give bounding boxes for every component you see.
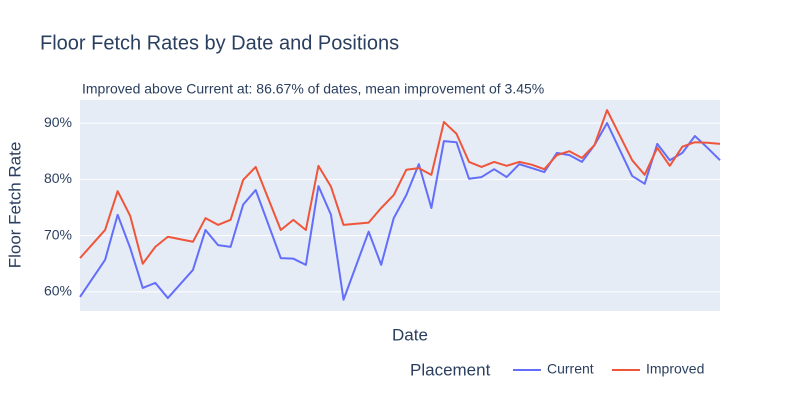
line xyxy=(79,122,721,301)
y-tick-label: 90% xyxy=(44,114,72,130)
annotation: Improved above Current at: 86.67% of dat… xyxy=(82,81,544,97)
y-axis-title: Floor Fetch Rate xyxy=(5,142,24,269)
chart-title: Floor Fetch Rates by Date and Positions xyxy=(40,32,399,54)
legend-title: Placement xyxy=(410,360,491,379)
legend-label: Improved xyxy=(646,361,704,377)
y-tick-label: 70% xyxy=(44,226,72,242)
legend-label: Current xyxy=(547,361,594,377)
x-axis-title: Date xyxy=(392,325,428,344)
y-tick-label: 80% xyxy=(44,170,72,186)
y-tick-label: 60% xyxy=(44,283,72,299)
line xyxy=(79,109,721,265)
